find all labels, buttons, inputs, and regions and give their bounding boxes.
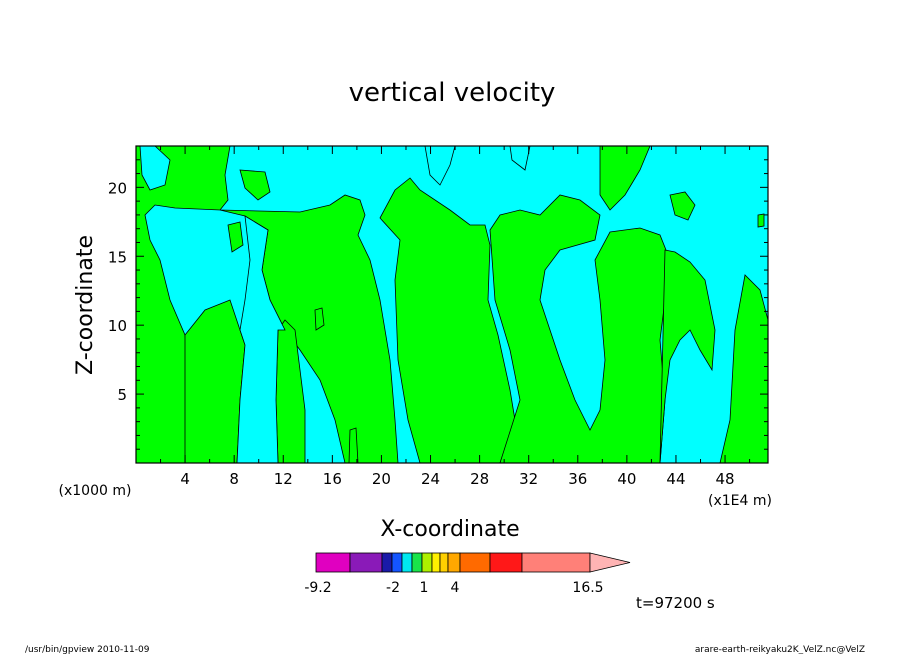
colorbar-segment <box>521 552 591 573</box>
x-tick-label: 12 <box>274 470 293 488</box>
x-tick-label: 20 <box>372 470 391 488</box>
y-tick-label: 10 <box>108 317 127 335</box>
x-tick-label: 40 <box>617 470 636 488</box>
y-tick-label: 20 <box>108 179 127 197</box>
contour-field <box>136 146 768 463</box>
colorbar-segment <box>489 552 523 573</box>
x-tick-label: 48 <box>716 470 735 488</box>
colorbar-segment <box>431 552 441 573</box>
colorbar-segment <box>439 552 449 573</box>
y-tick-label: 15 <box>108 248 127 266</box>
colorbar-segment <box>391 552 403 573</box>
x-tick-label: 32 <box>519 470 538 488</box>
x-tick-label: 24 <box>421 470 440 488</box>
colorbar-label: 1 <box>420 580 429 596</box>
chart-title: vertical velocity <box>349 78 556 108</box>
x-tick-label: 28 <box>470 470 489 488</box>
colorbar-label: -2 <box>386 580 400 596</box>
footer-left: /usr/bin/gpview 2010-11-09 <box>25 645 150 654</box>
x-axis-ticks: 4 8 12 16 20 24 28 32 36 40 44 48 <box>160 146 751 488</box>
y-axis-ticks: 5 10 15 20 <box>108 159 768 450</box>
y-axis-label: Z-coordinate <box>73 235 98 375</box>
negative-velocity-pockets <box>139 146 531 463</box>
time-label: t=97200 s <box>636 594 715 612</box>
colorbar-segment <box>401 552 413 573</box>
colorbar-label: -9.2 <box>304 580 331 596</box>
colorbar-segment <box>349 552 383 573</box>
colorbar-segment <box>315 552 351 573</box>
colorbar-label: 16.5 <box>572 580 603 596</box>
colorbar-segment <box>411 552 423 573</box>
positive-velocity-regions <box>136 146 768 463</box>
x-tick-label: 4 <box>180 470 190 488</box>
colorbar-label: 4 <box>451 580 460 596</box>
y-axis-unit: (x1000 m) <box>59 483 132 499</box>
x-tick-label: 16 <box>323 470 342 488</box>
colorbar-segment <box>381 552 393 573</box>
x-axis-label: X-coordinate <box>380 517 519 542</box>
x-tick-label: 8 <box>229 470 239 488</box>
colorbar-segment <box>447 552 461 573</box>
x-axis-unit: (x1E4 m) <box>708 493 772 509</box>
colorbar-segment <box>421 552 433 573</box>
x-tick-label: 36 <box>568 470 587 488</box>
x-tick-label: 44 <box>666 470 685 488</box>
colorbar: -9.2 -2 1 4 16.5 <box>304 552 631 596</box>
y-tick-label: 5 <box>117 386 127 404</box>
colorbar-segment <box>459 552 491 573</box>
colorbar-extend-arrow <box>589 552 631 573</box>
plot-frame <box>135 145 769 464</box>
footer-right: arare-earth-reikyaku2K_VelZ.nc@VelZ <box>695 645 865 654</box>
